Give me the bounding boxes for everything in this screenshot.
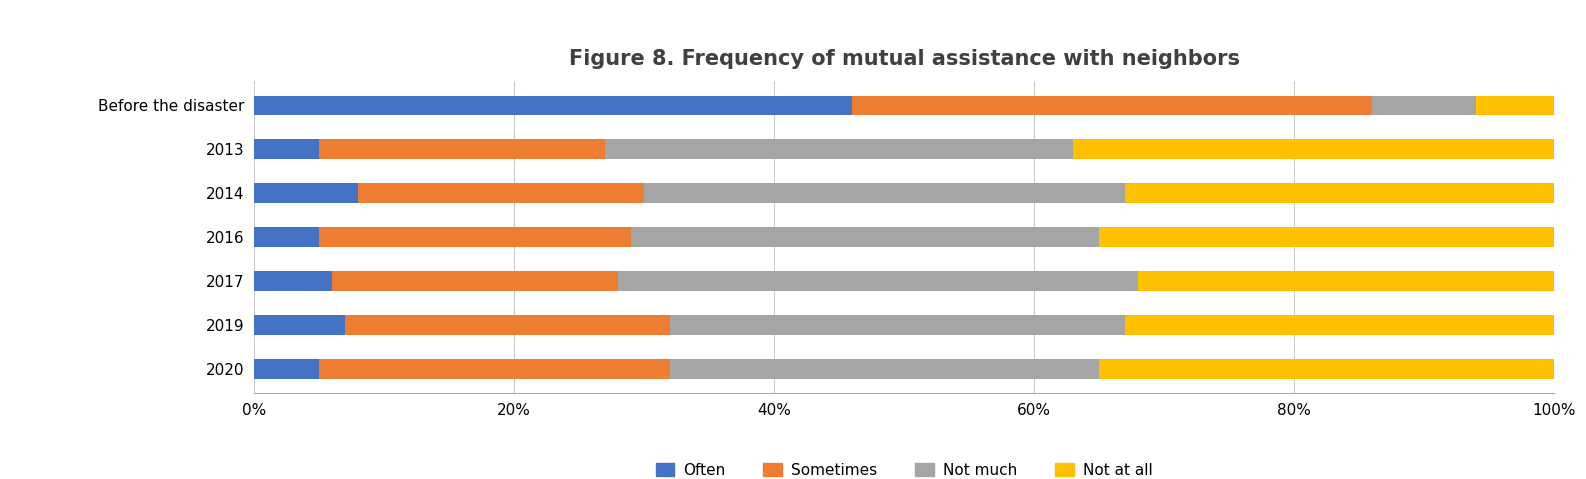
Bar [254,227,319,247]
Bar [319,227,631,247]
Bar [254,183,358,203]
Bar [1074,139,1554,159]
Bar [344,315,669,335]
Bar [1099,227,1554,247]
Bar [254,315,344,335]
Bar [254,139,319,159]
Bar [1099,359,1554,378]
Bar [254,96,852,115]
Title: Figure 8. Frequency of mutual assistance with neighbors: Figure 8. Frequency of mutual assistance… [568,49,1240,69]
Bar [358,183,644,203]
Bar [669,359,1099,378]
Bar [319,139,604,159]
Bar [631,227,1099,247]
Bar [669,315,1124,335]
Bar [254,359,319,378]
Bar [604,139,1074,159]
Bar [319,359,669,378]
Legend: Often, Sometimes, Not much, Not at all: Often, Sometimes, Not much, Not at all [649,456,1159,479]
Bar [644,183,1124,203]
Bar [619,271,1139,291]
Bar [1124,183,1554,203]
Bar [852,96,1372,115]
Bar [331,271,619,291]
Bar [1372,96,1477,115]
Bar [254,271,331,291]
Bar [1139,271,1554,291]
Bar [1124,315,1554,335]
Bar [1477,96,1554,115]
